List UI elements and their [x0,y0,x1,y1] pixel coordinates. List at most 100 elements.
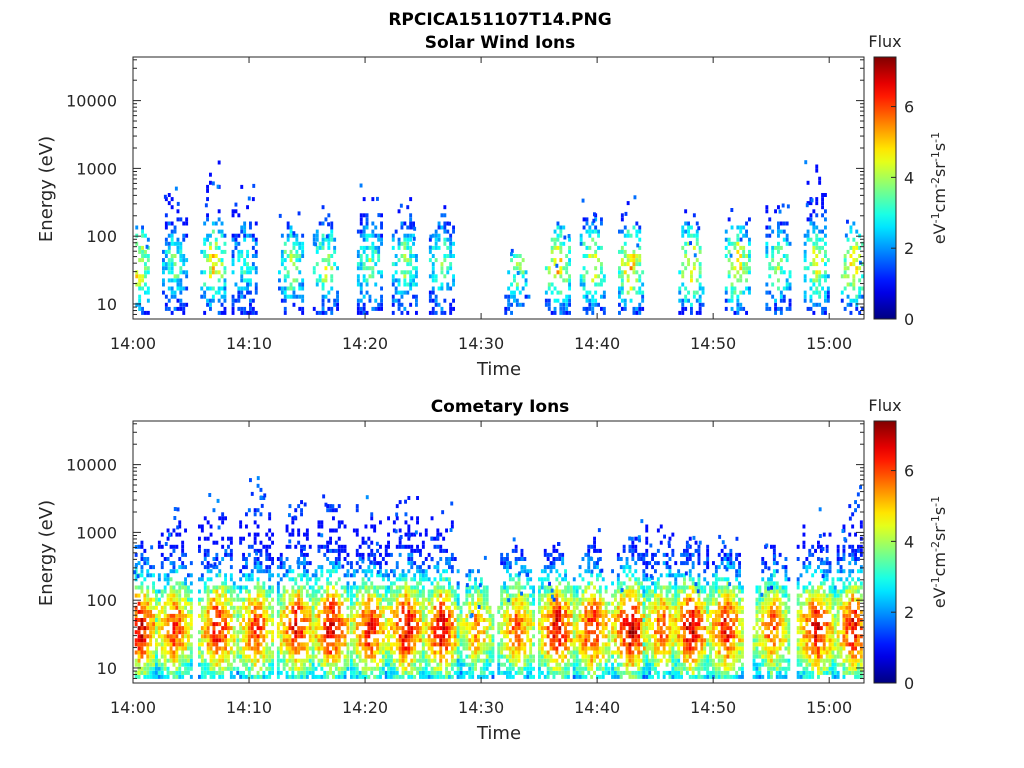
flux-cell [561,605,565,610]
flux-cell [337,504,341,509]
flux-cell [305,618,309,622]
flux-cell [431,286,435,291]
flux-cell [334,561,338,566]
flux-cell [254,290,258,295]
flux-cell [286,221,290,226]
flux-cell [181,646,185,651]
flux-cell [379,622,382,627]
flux-cell [167,258,171,263]
flux-cell [279,670,283,675]
flux-cell [436,544,440,549]
flux-cell [437,237,441,242]
flux-cell [468,642,472,647]
flux-cell [779,245,783,250]
flux-cell [314,577,318,582]
flux-cell [330,266,334,271]
flux-cell [314,589,318,594]
flux-cell [445,650,448,655]
flux-cell [237,298,241,303]
flux-cell [247,593,251,598]
flux-cell [232,638,236,643]
flux-cell [448,221,451,226]
flux-cell [503,646,506,651]
flux-cell [419,634,422,639]
flux-cell [398,626,402,631]
flux-cell [170,221,174,226]
flux-cell [424,674,428,679]
flux-cell [403,306,407,311]
flux-cell [821,245,824,250]
flux-cell [546,630,550,635]
flux-cell [276,585,280,590]
flux-cell [421,658,425,663]
flux-cell [585,254,589,258]
flux-cell [556,221,560,226]
flux-cell [256,565,260,570]
flux-cell [532,593,535,598]
flux-cell [268,593,272,598]
flux-cell [314,618,318,622]
flux-cell [242,662,245,667]
flux-cell [846,219,849,224]
flux-cell [594,217,598,222]
x-tick-label: 14:10 [226,334,272,353]
flux-cell [198,674,201,679]
flux-cell [169,618,173,622]
flux-cell [167,286,171,291]
flux-cell [254,249,258,254]
flux-cell [552,658,556,663]
flux-cell [450,569,454,574]
flux-cell [337,557,341,561]
flux-cell [178,597,182,602]
flux-cell [424,618,428,622]
flux-cell [468,601,472,606]
flux-cell [134,662,138,667]
flux-cell [742,306,746,311]
flux-cell [140,626,144,631]
flux-cell [343,642,347,647]
flux-cell [300,634,303,639]
flux-cell [413,654,417,659]
flux-cell [279,565,283,570]
flux-cell [355,634,359,639]
flux-cell [433,630,437,635]
flux-cell [141,249,144,254]
flux-cell [166,622,170,627]
flux-cell [245,654,248,659]
flux-cell [376,601,379,606]
flux-cell [412,278,415,283]
flux-cell [477,622,480,627]
flux-cell [852,298,856,303]
flux-cell [636,243,640,248]
flux-cell [268,662,272,667]
flux-cell [143,638,147,643]
flux-cell [433,577,437,582]
flux-cell [579,233,583,238]
flux-cell [684,294,688,299]
flux-cell [479,670,483,675]
flux-cell [552,613,556,618]
flux-cell [361,674,365,679]
flux-cell [324,217,328,222]
flux-cell [407,597,411,602]
flux-cell [227,642,230,647]
flux-cell [300,609,303,614]
flux-cell [818,176,822,181]
flux-cell [149,662,153,667]
flux-cell [215,613,219,618]
flux-cell [462,662,466,667]
flux-cell [253,508,257,513]
flux-cell [404,654,408,659]
flux-cell [546,658,550,663]
flux-cell [218,593,222,598]
flux-cell [368,274,372,279]
flux-cell [774,209,777,214]
flux-cell [265,544,269,549]
flux-cell [503,630,506,635]
flux-cell [806,180,810,185]
flux-cell [239,674,243,679]
flux-cell [456,654,460,659]
flux-cell [243,258,247,263]
flux-cell [198,650,201,655]
flux-cell [303,552,306,557]
